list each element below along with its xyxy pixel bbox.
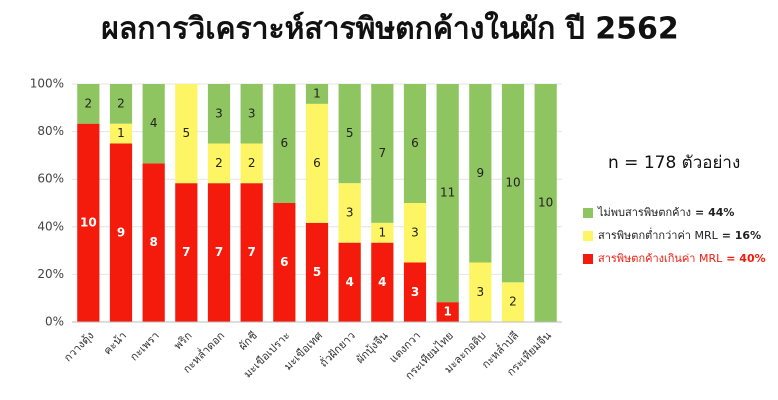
x-tick-label: พริก [171, 329, 194, 352]
x-tick-label: กะเพรา [127, 329, 161, 363]
data-label: 5 [313, 265, 321, 279]
data-label: 6 [281, 136, 289, 150]
bar-segment [436, 302, 459, 322]
data-label: 3 [411, 285, 419, 299]
bar-segment [469, 84, 492, 263]
chart-title: ผลการวิเคราะห์สารพิษตกค้างในผัก ปี 2562 [101, 11, 678, 47]
data-label: 7 [215, 245, 223, 259]
data-label: 8 [149, 235, 157, 249]
bar-segment [109, 84, 133, 124]
bar-segment [240, 84, 263, 144]
bar-segment [501, 282, 525, 322]
bar-segment [207, 84, 231, 144]
legend-share: = 44% [695, 206, 734, 219]
bar-segment [338, 84, 361, 184]
data-label: 6 [313, 156, 321, 170]
bar-segment [77, 123, 100, 323]
data-label: 5 [346, 126, 354, 140]
legend-swatch [583, 208, 593, 218]
bar-segment [77, 84, 100, 124]
data-label: 10 [538, 196, 553, 210]
bar-segment [240, 183, 263, 322]
data-label: 9 [117, 225, 125, 239]
data-label: 4 [150, 116, 158, 130]
bar-segment [403, 262, 427, 322]
y-tick-label: 20% [37, 267, 64, 281]
data-label: 3 [477, 285, 485, 299]
bar-segment [371, 84, 394, 223]
data-label: 2 [248, 156, 256, 170]
y-tick-label: 40% [37, 219, 64, 233]
bar-segment [273, 203, 296, 322]
legend-swatch [583, 231, 593, 241]
bar-segment [469, 262, 492, 322]
data-label: 6 [411, 136, 419, 150]
bar-segment [305, 222, 329, 322]
bar-segment [371, 222, 394, 243]
data-label: 2 [215, 156, 223, 170]
data-label: 10 [505, 176, 520, 190]
x-tick-label: ถั่วฝักยาว [316, 328, 358, 370]
bar-segment [534, 84, 557, 322]
data-label: 2 [509, 295, 517, 309]
data-label: 7 [247, 245, 255, 259]
y-tick-label: 0% [45, 315, 64, 329]
data-label: 2 [85, 96, 93, 110]
bar-segment [207, 183, 231, 322]
data-label: 2 [117, 96, 125, 110]
data-label: 1 [117, 126, 125, 140]
data-label: 1 [443, 305, 451, 319]
y-tick-label: 80% [37, 124, 64, 138]
x-tick-label: ผักชี [236, 329, 260, 353]
bar-segment [273, 84, 296, 203]
legend-label: ไม่พบสารพิษตกค้าง [597, 206, 691, 219]
data-label: 9 [477, 166, 485, 180]
legend-share: = 16% [722, 229, 761, 242]
bar-segment [403, 203, 427, 263]
data-label: 4 [345, 275, 353, 289]
data-label: 3 [215, 106, 223, 120]
bar-segment [305, 84, 329, 104]
annotation: n = 178 ตัวอย่าง [608, 153, 740, 173]
bar-segment [240, 143, 263, 184]
bar-segment [207, 143, 231, 184]
data-label: 6 [280, 255, 288, 269]
legend-swatch [583, 254, 593, 264]
bar-segment [501, 84, 525, 283]
bar-segment [305, 103, 329, 223]
legend-label: สารพิษตกต่ำกว่าค่า MRL [598, 227, 719, 242]
bar-segment [338, 242, 361, 322]
bar-segment [175, 183, 198, 322]
bar-segment [142, 84, 165, 164]
data-label: 5 [183, 126, 191, 140]
data-label: 1 [313, 86, 321, 100]
bar-segment [371, 242, 394, 322]
x-tick-label: กวางตุ้ง [61, 329, 96, 364]
bar-segment [109, 143, 133, 322]
data-label: 4 [378, 275, 386, 289]
data-label: 1 [379, 225, 387, 239]
x-tick-label: คะน้า [101, 329, 129, 357]
data-label: 3 [411, 225, 419, 239]
data-label: 3 [346, 205, 354, 219]
data-label: 11 [440, 186, 455, 200]
data-label: 10 [80, 215, 97, 229]
legend-share: = 40% [726, 252, 765, 265]
legend-label: สารพิษตกค้างเกินค่า MRL [598, 252, 723, 265]
bar-segment [175, 84, 198, 184]
y-tick-label: 60% [37, 172, 64, 186]
bar-segment [338, 183, 361, 243]
bar-segment [142, 163, 165, 322]
y-tick-label: 100% [30, 77, 64, 91]
bar-segment [109, 123, 133, 144]
data-label: 7 [379, 146, 387, 160]
bar-segment [436, 84, 459, 303]
data-label: 3 [248, 106, 256, 120]
x-tick-label: ผักบุ้งจีน [353, 329, 390, 366]
data-label: 7 [182, 245, 190, 259]
bar-segment [403, 84, 427, 203]
